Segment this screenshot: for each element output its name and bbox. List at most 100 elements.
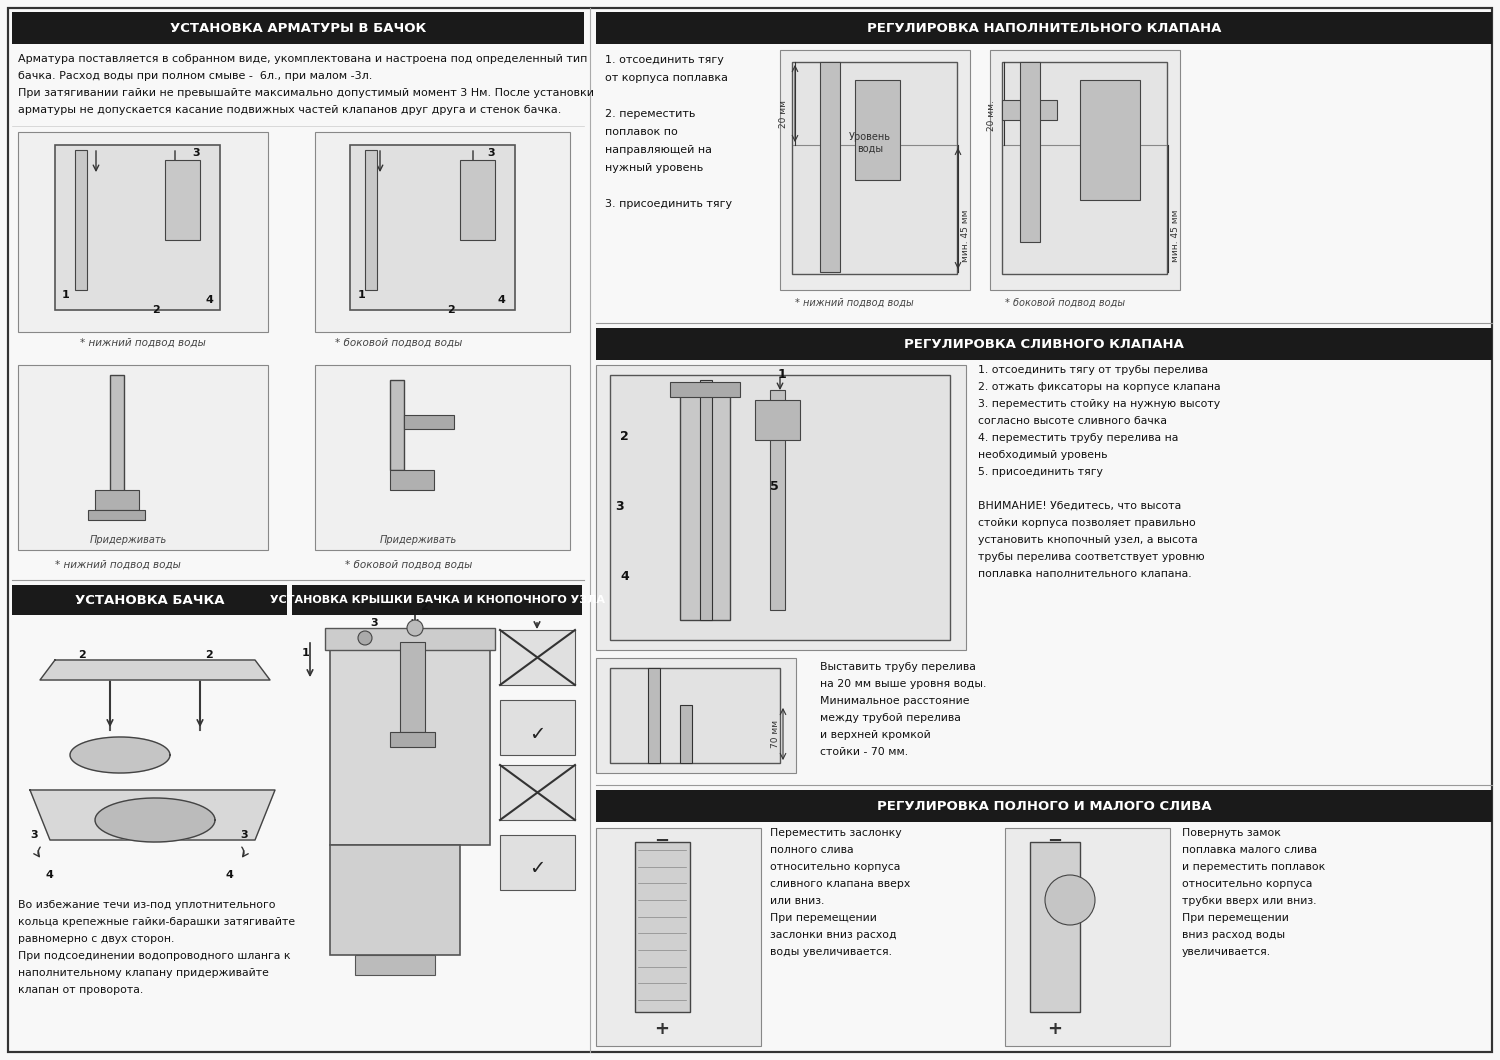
Text: * боковой подвод воды: * боковой подвод воды — [345, 560, 472, 570]
Text: клапан от проворота.: клапан от проворота. — [18, 985, 144, 995]
Bar — [94, 490, 140, 510]
Text: стойки корпуса позволяет правильно: стойки корпуса позволяет правильно — [978, 518, 1196, 528]
Circle shape — [406, 620, 423, 636]
Text: арматуры не допускается касание подвижных частей клапанов друг друга и стенок ба: арматуры не допускается касание подвижны… — [18, 105, 561, 114]
Bar — [780, 50, 970, 290]
Text: от корпуса поплавка: от корпуса поплавка — [604, 73, 728, 83]
Text: УСТАНОВКА КРЫШКИ БАЧКА И КНОПОЧНОГО УЗЛА: УСТАНОВКА КРЫШКИ БАЧКА И КНОПОЧНОГО УЗЛА — [270, 595, 604, 605]
Text: полного слива: полного слива — [770, 845, 853, 855]
Bar — [12, 585, 286, 615]
Text: бачка. Расход воды при полном смыве -  6л., при малом -3л.: бачка. Расход воды при полном смыве - 6л… — [18, 71, 372, 81]
Text: При затягивании гайки не превышайте максимально допустимый момент 3 Нм. После ус: При затягивании гайки не превышайте макс… — [18, 88, 594, 98]
Text: При подсоединении водопроводного шланга к: При подсоединении водопроводного шланга … — [18, 951, 291, 961]
Text: поплавок по: поплавок по — [604, 127, 678, 137]
Text: мин. 45 мм: мин. 45 мм — [960, 210, 969, 263]
Text: 4: 4 — [496, 295, 506, 305]
Text: +: + — [654, 1020, 669, 1038]
Text: * боковой подвод воды: * боковой подвод воды — [334, 338, 462, 348]
Circle shape — [1046, 874, 1095, 925]
Polygon shape — [30, 790, 274, 840]
Text: При перемещении: При перемещении — [770, 913, 877, 923]
Text: 1: 1 — [778, 368, 786, 381]
Text: ✓: ✓ — [530, 859, 544, 878]
Text: 4: 4 — [45, 870, 53, 880]
Text: 1: 1 — [62, 290, 69, 300]
Bar — [596, 12, 1492, 45]
Bar — [680, 390, 730, 620]
Bar — [792, 61, 957, 273]
Text: 1: 1 — [302, 648, 309, 658]
Text: 3: 3 — [370, 618, 378, 628]
Text: РЕГУЛИРОВКА НАПОЛНИТЕЛЬНОГО КЛАПАНА: РЕГУЛИРОВКА НАПОЛНИТЕЛЬНОГО КЛАПАНА — [867, 21, 1221, 35]
Bar — [500, 765, 574, 820]
Text: 4: 4 — [206, 295, 213, 305]
Bar — [18, 365, 268, 550]
Bar — [596, 828, 760, 1046]
Text: между трубой перелива: между трубой перелива — [821, 713, 962, 723]
Text: 1. отсоединить тягу: 1. отсоединить тягу — [604, 55, 724, 65]
Text: При перемещении: При перемещении — [1182, 913, 1288, 923]
Text: 2: 2 — [206, 650, 213, 660]
Text: 5: 5 — [770, 480, 778, 493]
Bar — [330, 650, 490, 845]
Text: 3: 3 — [240, 830, 248, 840]
Text: 2. переместить: 2. переместить — [604, 109, 696, 119]
Text: Минимальное расстояние: Минимальное расстояние — [821, 696, 969, 706]
Text: и верхней кромкой: и верхней кромкой — [821, 730, 930, 740]
Bar — [1002, 61, 1167, 273]
Text: РЕГУЛИРОВКА ПОЛНОГО И МАЛОГО СЛИВА: РЕГУЛИРОВКА ПОЛНОГО И МАЛОГО СЛИВА — [876, 799, 1212, 813]
Bar — [596, 328, 1492, 360]
Bar — [390, 732, 435, 747]
Bar — [110, 375, 125, 495]
Text: согласно высоте сливного бачка: согласно высоте сливного бачка — [978, 416, 1167, 426]
Text: 3: 3 — [615, 500, 624, 513]
Text: поплавка наполнительного клапана.: поплавка наполнительного клапана. — [978, 569, 1191, 579]
Text: ВНИМАНИЕ! Убедитесь, что высота: ВНИМАНИЕ! Убедитесь, что высота — [978, 501, 1182, 511]
Bar — [330, 845, 460, 955]
Text: Уровень
воды: Уровень воды — [849, 132, 891, 154]
Text: нужный уровень: нужный уровень — [604, 163, 703, 173]
Bar — [670, 382, 740, 398]
Bar — [610, 668, 780, 763]
Text: 2: 2 — [420, 602, 428, 612]
Text: * нижний подвод воды: * нижний подвод воды — [56, 560, 182, 570]
Bar — [356, 955, 435, 975]
Bar — [1080, 80, 1140, 200]
Bar — [390, 470, 433, 490]
Text: поплавка малого слива: поплавка малого слива — [1182, 845, 1317, 855]
Text: Выставить трубу перелива: Выставить трубу перелива — [821, 662, 977, 672]
Bar — [500, 630, 574, 685]
Bar — [990, 50, 1180, 290]
Bar — [1002, 100, 1058, 120]
Bar — [350, 145, 514, 310]
Bar — [12, 12, 584, 45]
Text: 4: 4 — [620, 570, 628, 583]
Text: стойки - 70 мм.: стойки - 70 мм. — [821, 747, 908, 757]
Text: Придерживать: Придерживать — [90, 535, 168, 545]
Text: 3. присоединить тягу: 3. присоединить тягу — [604, 199, 732, 209]
Text: необходимый уровень: необходимый уровень — [978, 450, 1107, 460]
Bar — [1030, 842, 1080, 1012]
Text: направляющей на: направляющей на — [604, 145, 712, 155]
Bar — [855, 80, 900, 180]
Bar — [500, 835, 574, 890]
Bar — [404, 416, 454, 429]
Text: * нижний подвод воды: * нижний подвод воды — [795, 298, 914, 308]
Bar — [1005, 828, 1170, 1046]
Text: 4: 4 — [225, 870, 232, 880]
Text: сливного клапана вверх: сливного клапана вверх — [770, 879, 910, 889]
Text: 2: 2 — [152, 305, 159, 315]
Bar — [1020, 61, 1040, 242]
Circle shape — [358, 631, 372, 644]
Bar — [315, 132, 570, 332]
Text: −: − — [654, 832, 669, 850]
Text: Во избежание течи из-под уплотнительного: Во избежание течи из-под уплотнительного — [18, 900, 276, 909]
Bar — [596, 365, 966, 650]
Bar — [56, 145, 220, 310]
Text: трубы перелива соответствует уровню: трубы перелива соответствует уровню — [978, 552, 1204, 562]
Bar — [88, 510, 146, 520]
Bar — [770, 390, 784, 610]
Bar — [18, 132, 268, 332]
Bar — [634, 842, 690, 1012]
Text: Переместить заслонку: Переместить заслонку — [770, 828, 902, 838]
